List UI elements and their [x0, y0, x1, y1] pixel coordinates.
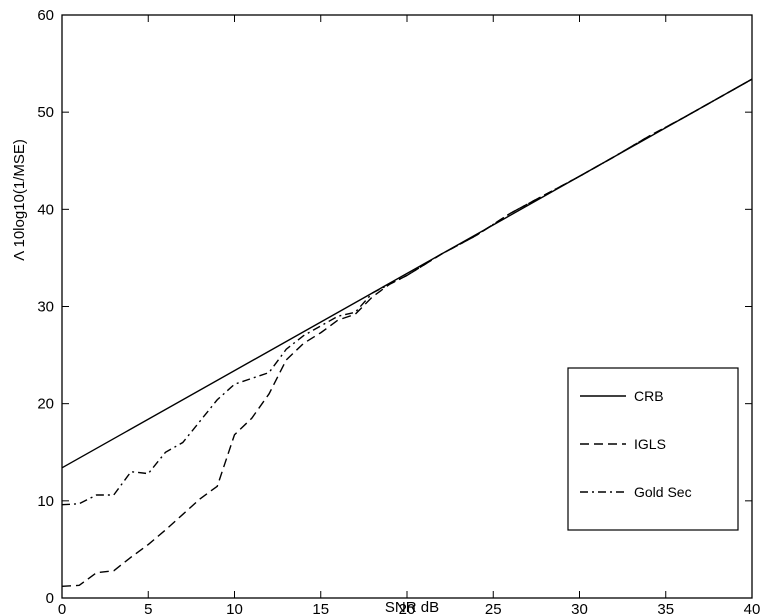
x-axis-label: SNR dB: [385, 599, 439, 616]
x-tick-label: 0: [58, 601, 66, 616]
x-tick-label: 30: [571, 601, 588, 616]
y-axis-ticks: 0 10 20 30 40 50 60: [37, 7, 752, 607]
y-tick-label: 40: [37, 201, 54, 218]
series-line-igls: [61, 78, 753, 588]
y-axis-label: Λ 10log10(1/MSE): [11, 139, 28, 261]
x-axis-ticks: 0 5 10 15 20 25 30 35 40: [58, 15, 761, 616]
y-tick-label: 10: [37, 493, 54, 510]
y-tick-label: 20: [37, 396, 54, 413]
x-tick-label: 20: [399, 601, 416, 616]
x-tick-label: 40: [744, 601, 761, 616]
legend-box: [567, 367, 739, 531]
y-tick-label: 50: [37, 104, 54, 121]
series-line-gold-sec: [61, 78, 753, 506]
legend: CRB IGLS Gold Sec: [567, 367, 739, 531]
legend-label: CRB: [634, 388, 664, 404]
y-tick-label: 60: [37, 7, 54, 24]
legend-label: Gold Sec: [634, 484, 692, 500]
x-tick-label: 35: [657, 601, 674, 616]
x-tick-label: 15: [312, 601, 329, 616]
y-tick-label: 0: [46, 590, 54, 607]
series-layer: [61, 78, 753, 588]
y-tick-label: 30: [37, 299, 54, 316]
x-tick-label: 10: [226, 601, 243, 616]
x-tick-label: 5: [144, 601, 152, 616]
x-tick-label: 25: [485, 601, 502, 616]
legend-label: IGLS: [634, 436, 666, 452]
